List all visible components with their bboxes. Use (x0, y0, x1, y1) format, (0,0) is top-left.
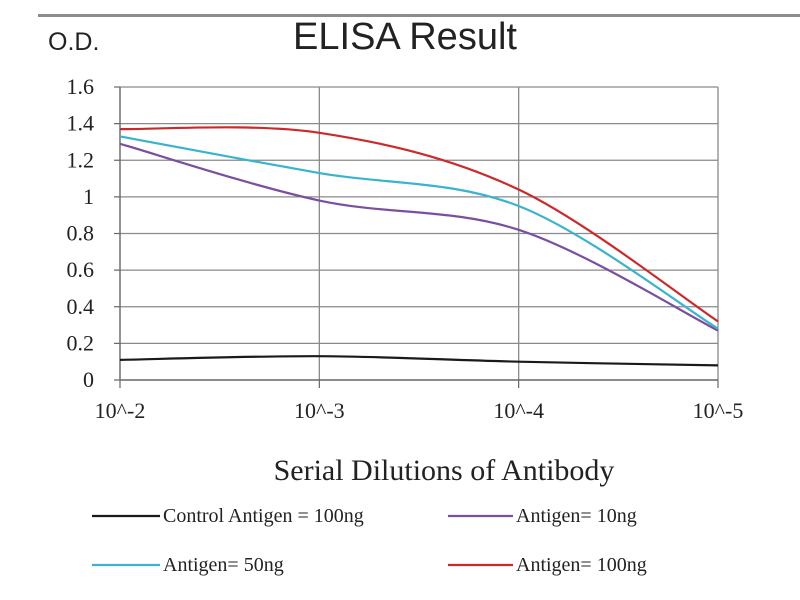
legend-label-1: Antigen= 10ng (516, 505, 637, 527)
x-tick-label: 10^-4 (493, 398, 544, 423)
y-tick-label: 0 (83, 367, 94, 392)
x-tick-label: 10^-3 (294, 398, 345, 423)
x-tick-label: 10^-5 (693, 398, 744, 423)
series-line-1 (119, 142, 719, 332)
y-tick-label: 0.8 (67, 221, 95, 246)
x-axis-title: Serial Dilutions of Antibody (274, 454, 615, 487)
chart-title: ELISA Result (293, 16, 517, 58)
series-group (119, 126, 719, 367)
series-line-3 (119, 126, 719, 323)
y-tick-label: 1 (83, 184, 94, 209)
y-axis-label: O.D. (48, 28, 100, 56)
y-tick-label: 1.2 (67, 147, 95, 172)
legend-label-2: Antigen= 50ng (163, 554, 284, 576)
legend-label-3: Antigen= 100ng (516, 554, 647, 576)
y-tick-label: 1.6 (67, 74, 95, 99)
legend-label-0: Control Antigen = 100ng (163, 505, 364, 527)
series-line-0 (119, 355, 719, 367)
grid (120, 86, 719, 380)
x-tick-label: 10^-2 (95, 398, 146, 423)
series-line-2 (119, 135, 719, 330)
y-tick-label: 0.6 (67, 257, 95, 282)
tick-labels: 0 0.2 0.4 0.6 0.8 1 1.2 1.4 1.6 10^-2 10^-3 10^-4 10… (67, 74, 744, 423)
y-tick-label: 0.4 (67, 294, 95, 319)
axes (114, 86, 719, 388)
y-tick-label: 0.2 (67, 330, 95, 355)
legend: Control Antigen = 100ng Antigen= 10ng Anti… (92, 505, 647, 576)
top-divider (38, 14, 800, 17)
y-tick-label: 1.4 (67, 111, 95, 136)
